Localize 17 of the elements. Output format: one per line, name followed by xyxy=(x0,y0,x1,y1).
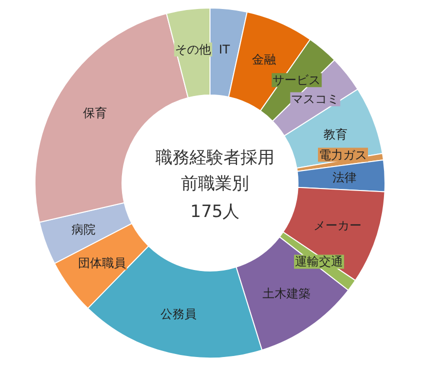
slice-label: 法律 xyxy=(332,170,356,185)
slice-label: 団体職員 xyxy=(78,256,126,270)
slice-label: 教育 xyxy=(324,128,348,142)
slice-label: IT xyxy=(218,42,230,56)
slice-label: 公務員 xyxy=(160,306,197,321)
text: 175人 xyxy=(190,202,240,222)
slice-label: 電力ガス xyxy=(318,148,367,162)
slice-label: メーカー xyxy=(314,218,362,232)
slice-label: その他 xyxy=(175,42,212,57)
slice-label: 土木建築 xyxy=(262,286,311,301)
slice-label: サービス xyxy=(272,73,321,88)
slice-label: 運輸交通 xyxy=(295,254,344,269)
slice-label: 金融 xyxy=(252,52,276,67)
slice-label: 保育 xyxy=(83,106,108,120)
slice-label: 病院 xyxy=(72,222,96,236)
slice-label: マスコミ xyxy=(291,92,340,106)
text: 職務経験者採用前職業別 xyxy=(156,148,274,194)
